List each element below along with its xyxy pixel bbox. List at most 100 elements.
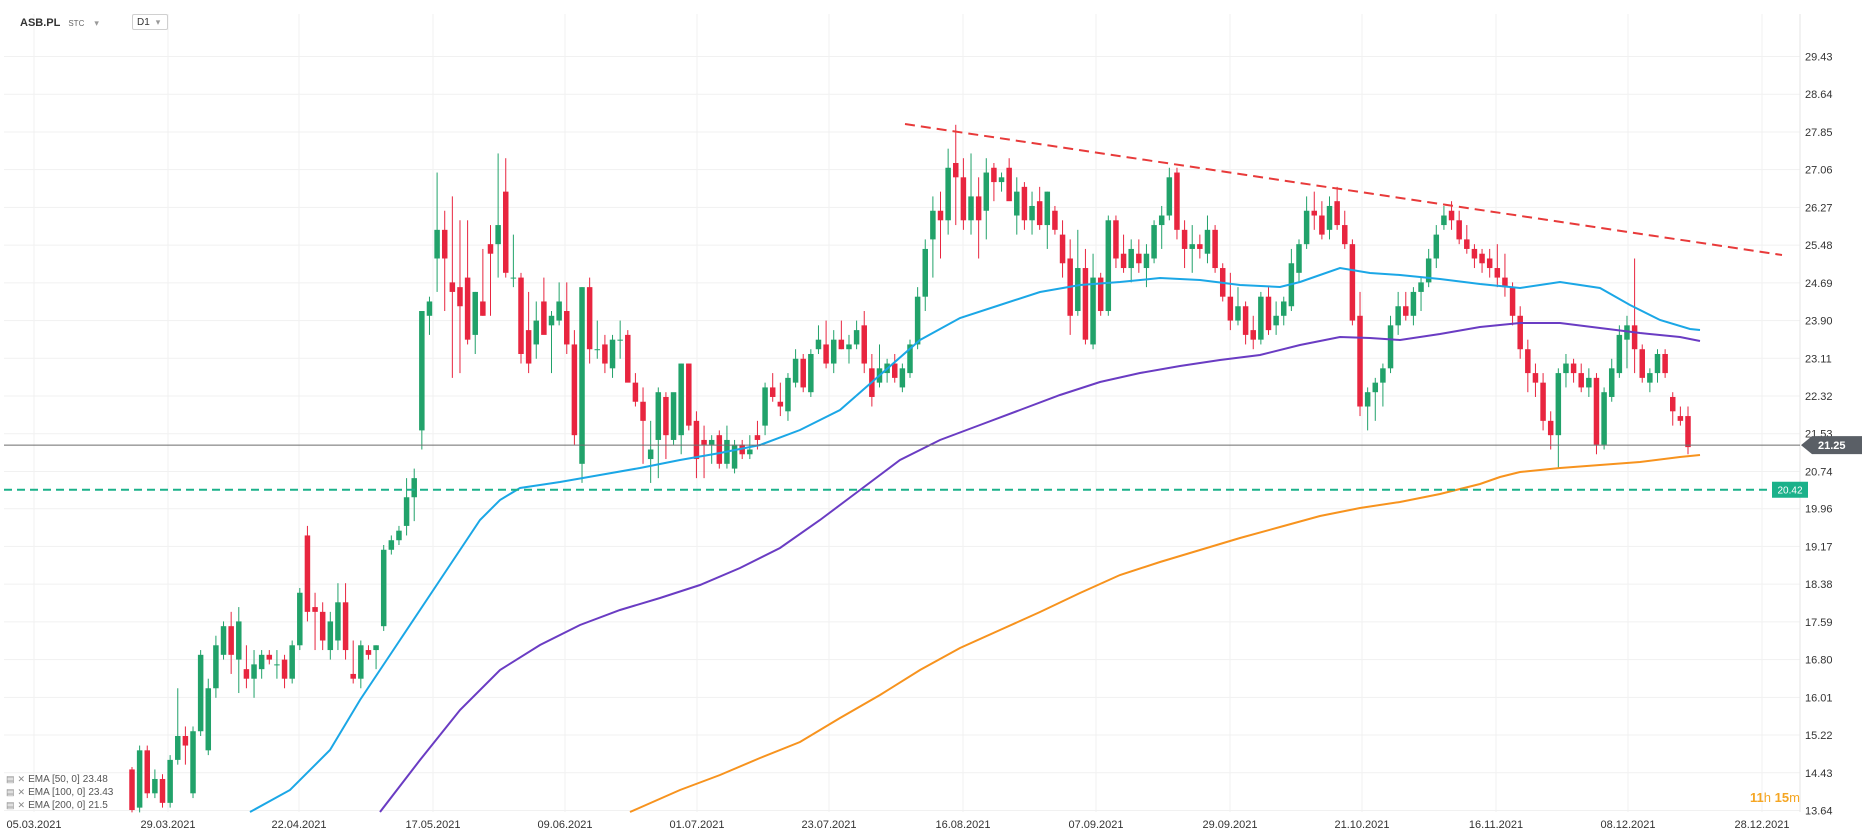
candle-body[interactable] <box>419 311 425 431</box>
candle-body[interactable] <box>350 673 356 679</box>
candle-body[interactable] <box>1471 248 1478 259</box>
candle-body[interactable] <box>998 177 1005 183</box>
candle-body[interactable] <box>205 688 212 751</box>
candle-body[interactable] <box>1227 296 1234 321</box>
candle-body[interactable] <box>327 621 334 651</box>
candle-body[interactable] <box>1250 330 1256 340</box>
candle-body[interactable] <box>144 750 151 794</box>
candle-body[interactable] <box>1456 220 1462 240</box>
candle-body[interactable] <box>243 669 250 679</box>
candle-body[interactable] <box>1021 186 1028 221</box>
candle-body[interactable] <box>1189 244 1195 249</box>
candle-body[interactable] <box>480 301 486 316</box>
candle-body[interactable] <box>1036 201 1043 226</box>
candle-body[interactable] <box>197 654 204 732</box>
candle-body[interactable] <box>1387 325 1394 369</box>
candle-body[interactable] <box>594 349 601 351</box>
candle-body[interactable] <box>258 654 265 670</box>
close-icon[interactable]: ✕ <box>17 787 26 797</box>
candle-body[interactable] <box>1090 277 1096 345</box>
candle-body[interactable] <box>1242 306 1249 335</box>
close-icon[interactable]: ✕ <box>17 800 26 810</box>
candle-body[interactable] <box>914 296 921 345</box>
candle-body[interactable] <box>1181 229 1188 249</box>
candle-body[interactable] <box>686 363 692 426</box>
candle-body[interactable] <box>541 301 547 335</box>
settings-icon[interactable]: ▤ <box>6 800 15 810</box>
candle-body[interactable] <box>175 736 181 760</box>
candle-body[interactable] <box>1105 220 1112 312</box>
candle-body[interactable] <box>861 325 867 364</box>
candle-body[interactable] <box>983 172 990 211</box>
close-icon[interactable]: ✕ <box>17 774 26 784</box>
candle-body[interactable] <box>1113 220 1119 259</box>
candle-body[interactable] <box>1555 373 1562 436</box>
candle-body[interactable] <box>1349 244 1356 321</box>
candle-body[interactable] <box>823 344 829 364</box>
candle-body[interactable] <box>975 196 982 221</box>
candle-body[interactable] <box>266 654 273 660</box>
candle-body[interactable] <box>838 339 845 350</box>
candle-body[interactable] <box>518 277 524 354</box>
candle-body[interactable] <box>319 611 326 641</box>
candle-body[interactable] <box>1258 296 1264 340</box>
candle-body[interactable] <box>502 191 509 273</box>
candle-body[interactable] <box>1265 296 1272 331</box>
candle-body[interactable] <box>136 750 143 808</box>
candle-body[interactable] <box>1280 301 1287 316</box>
candle-body[interactable] <box>533 320 540 345</box>
candle-body[interactable] <box>1532 373 1539 383</box>
candle-body[interactable] <box>708 439 715 445</box>
candle-body[interactable] <box>1136 253 1142 264</box>
candle-body[interactable] <box>678 363 684 436</box>
candle-body[interactable] <box>510 277 517 279</box>
candle-body[interactable] <box>815 339 822 350</box>
candle-body[interactable] <box>1647 373 1653 383</box>
candle-body[interactable] <box>1433 234 1440 259</box>
candle-body[interactable] <box>1631 325 1638 350</box>
candle-body[interactable] <box>1075 268 1081 312</box>
candle-body[interactable] <box>853 330 860 345</box>
candle-body[interactable] <box>891 363 898 378</box>
candle-body[interactable] <box>1403 306 1409 316</box>
candle-body[interactable] <box>1425 258 1432 283</box>
candle-body[interactable] <box>960 177 967 221</box>
candle-body[interactable] <box>434 229 440 259</box>
candle-body[interactable] <box>670 392 677 440</box>
candle-body[interactable] <box>312 607 318 612</box>
candle-body[interactable] <box>693 420 700 460</box>
candle-body[interactable] <box>1547 420 1554 436</box>
candle-body[interactable] <box>365 650 372 655</box>
candle-body[interactable] <box>1479 253 1485 264</box>
candle-body[interactable] <box>922 248 929 297</box>
candle-body[interactable] <box>1014 191 1020 216</box>
candle-body[interactable] <box>236 621 242 660</box>
candle-body[interactable] <box>342 602 349 651</box>
candle-body[interactable] <box>1578 373 1584 388</box>
candle-body[interactable] <box>1128 248 1134 269</box>
candle-body[interactable] <box>907 344 913 374</box>
candle-body[interactable] <box>1570 363 1577 374</box>
candle-body[interactable] <box>1639 349 1645 378</box>
candle-body[interactable] <box>1158 215 1165 226</box>
legend-ema100[interactable]: ▤ ✕ EMA [100, 0] 23.43 <box>6 786 113 799</box>
candle-body[interactable] <box>1608 368 1615 397</box>
candle-body[interactable] <box>953 162 959 178</box>
candle-body[interactable] <box>1120 253 1127 269</box>
candle-body[interactable] <box>1357 315 1363 407</box>
candle-body[interactable] <box>1052 210 1058 230</box>
candle-body[interactable] <box>556 301 562 321</box>
candle-body[interactable] <box>579 287 585 464</box>
candle-body[interactable] <box>182 736 189 746</box>
settings-icon[interactable]: ▤ <box>6 787 15 797</box>
candle-body[interactable] <box>281 659 288 679</box>
candle-body[interactable] <box>1685 416 1691 448</box>
candle-body[interactable] <box>457 287 463 307</box>
candle-body[interactable] <box>297 592 303 646</box>
candle-body[interactable] <box>464 277 471 340</box>
candle-body[interactable] <box>1517 315 1523 350</box>
candle-body[interactable] <box>1502 277 1508 288</box>
candle-body[interactable] <box>640 401 646 421</box>
candle-body[interactable] <box>991 167 997 183</box>
